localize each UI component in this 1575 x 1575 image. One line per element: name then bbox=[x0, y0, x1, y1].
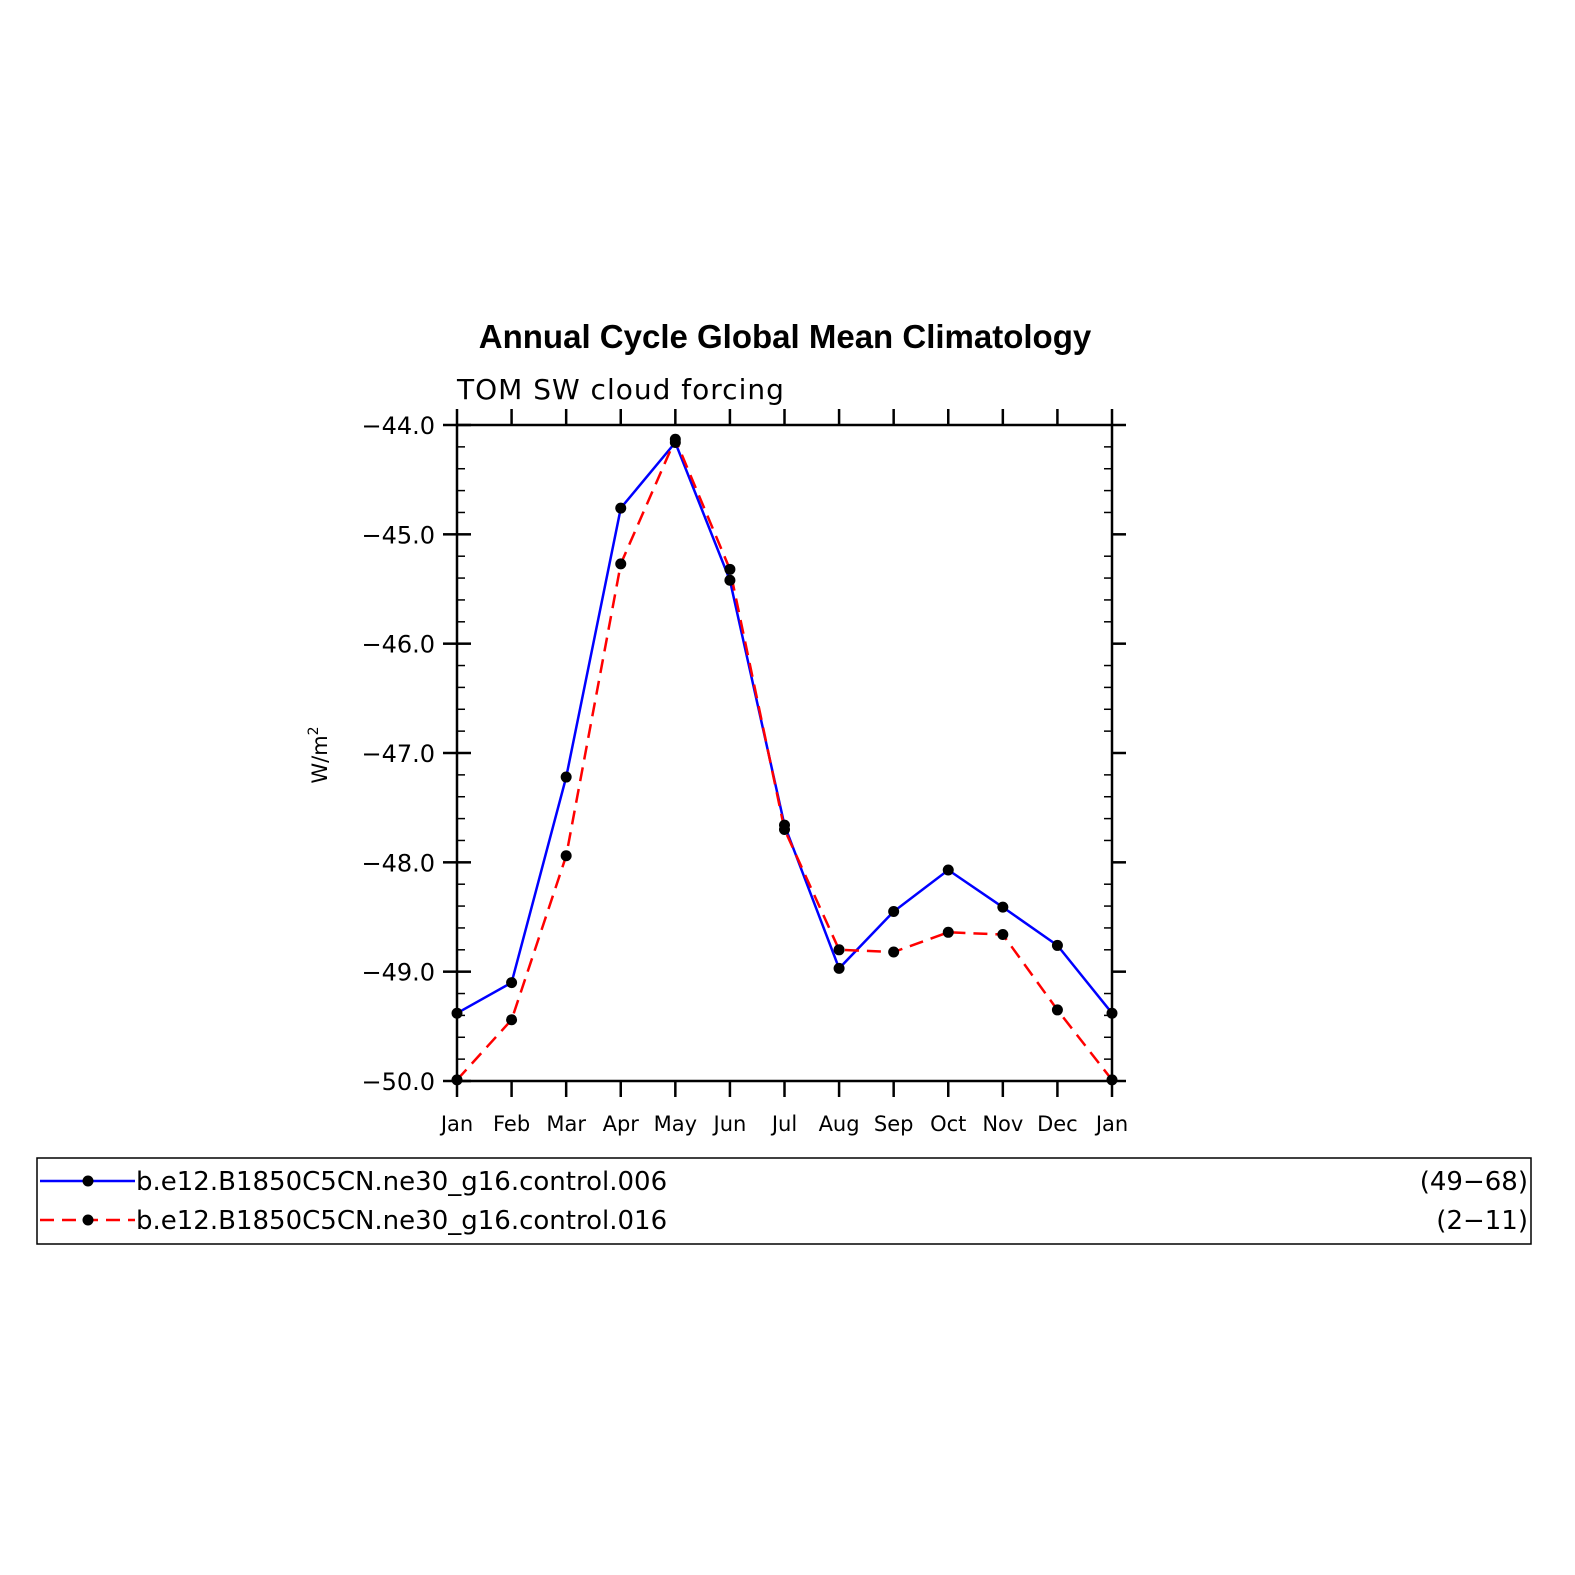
data-point-series-1 bbox=[506, 977, 518, 989]
data-point-series-2 bbox=[1106, 1074, 1118, 1086]
x-tick-label: Feb bbox=[493, 1112, 530, 1136]
legend-years-2: (2−11) bbox=[1436, 1206, 1528, 1236]
chart-subtitle: TOM SW cloud forcing bbox=[456, 373, 785, 406]
legend: b.e12.B1850C5CN.ne30_g16.control.006 (49−… bbox=[40, 1167, 1528, 1236]
series-markers bbox=[451, 433, 1118, 1086]
series-line-1 bbox=[456, 440, 1113, 1015]
legend-marker-1 bbox=[82, 1175, 94, 1187]
data-point-series-2 bbox=[997, 928, 1009, 940]
y-tick-labels: −44.0 −45.0 −46.0 −47.0 −48.0 −49.0 −50.0 bbox=[361, 412, 435, 1096]
y-tick-label: −44.0 bbox=[361, 412, 435, 440]
data-point-series-1 bbox=[942, 864, 954, 876]
data-point-series-2 bbox=[451, 1074, 463, 1086]
data-point-series-1 bbox=[1051, 939, 1063, 951]
x-tick-label: Dec bbox=[1037, 1112, 1078, 1136]
data-point-series-2 bbox=[1051, 1004, 1063, 1016]
x-tick-label: Apr bbox=[603, 1112, 640, 1136]
series-line-2 bbox=[456, 436, 1113, 1081]
y-axis-label-superscript: 2 bbox=[306, 726, 322, 735]
data-point-series-1 bbox=[615, 502, 627, 514]
series-lines bbox=[456, 436, 1113, 1081]
legend-box bbox=[36, 1157, 1532, 1245]
data-point-series-2 bbox=[833, 944, 845, 956]
data-point-series-1 bbox=[724, 574, 736, 586]
x-tick-label: Sep bbox=[874, 1112, 914, 1136]
data-point-series-2 bbox=[506, 1014, 518, 1026]
legend-label-2: b.e12.B1850C5CN.ne30_g16.control.016 bbox=[136, 1206, 667, 1236]
data-point-series-2 bbox=[888, 946, 900, 958]
x-tick-label: Nov bbox=[982, 1112, 1023, 1136]
y-tick-label: −50.0 bbox=[361, 1068, 435, 1096]
y-tick-label: −49.0 bbox=[361, 959, 435, 987]
x-tick-label: Jul bbox=[770, 1112, 797, 1136]
x-tick-label: Jun bbox=[712, 1112, 747, 1136]
axis-ticks bbox=[443, 409, 1126, 1097]
data-point-series-1 bbox=[451, 1007, 463, 1019]
data-point-series-2 bbox=[779, 824, 790, 836]
y-tick-label: −46.0 bbox=[361, 631, 435, 659]
legend-marker-2 bbox=[82, 1214, 94, 1226]
data-point-series-1 bbox=[997, 901, 1009, 913]
data-point-series-1 bbox=[1106, 1007, 1118, 1019]
y-tick-label: −47.0 bbox=[361, 740, 435, 768]
data-point-series-2 bbox=[669, 433, 681, 445]
chart-title: Annual Cycle Global Mean Climatology bbox=[479, 318, 1092, 355]
data-point-series-2 bbox=[724, 563, 736, 575]
data-point-series-1 bbox=[888, 906, 900, 918]
x-tick-labels: Jan Feb Mar Apr May Jun Jul Aug Sep Oct Nov Dec Jan bbox=[439, 1112, 1128, 1136]
x-tick-label: Aug bbox=[819, 1112, 860, 1136]
x-tick-label: Oct bbox=[930, 1112, 966, 1136]
y-tick-label: −48.0 bbox=[361, 849, 435, 877]
y-tick-label: −45.0 bbox=[361, 521, 435, 549]
x-tick-label: May bbox=[654, 1112, 697, 1136]
plot-frame bbox=[455, 423, 1114, 1083]
y-axis-label: W/m2 bbox=[306, 726, 332, 783]
data-point-series-2 bbox=[615, 558, 627, 570]
x-tick-label: Jan bbox=[1094, 1112, 1128, 1136]
legend-years-1: (49−68) bbox=[1420, 1167, 1528, 1197]
data-point-series-1 bbox=[833, 962, 845, 974]
data-point-series-1 bbox=[560, 771, 572, 783]
svg-text:W/m2: W/m2 bbox=[306, 726, 332, 783]
data-point-series-2 bbox=[560, 850, 572, 862]
data-point-series-2 bbox=[942, 926, 954, 938]
x-tick-label: Mar bbox=[546, 1112, 586, 1136]
y-axis-label-text: W/m bbox=[308, 735, 332, 783]
legend-label-1: b.e12.B1850C5CN.ne30_g16.control.006 bbox=[136, 1167, 667, 1197]
x-tick-label: Jan bbox=[439, 1112, 473, 1136]
